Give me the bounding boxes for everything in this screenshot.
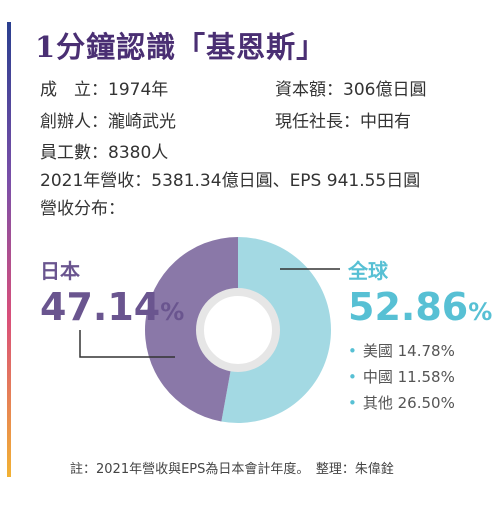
donut-hole (196, 288, 280, 372)
president-value: 中田有 (360, 112, 411, 132)
founded-value: 1974年 (108, 80, 169, 100)
breakdown-other: • 其他 26.50% (348, 392, 455, 413)
global-pct-unit: % (468, 298, 493, 326)
japan-pct-unit: % (160, 298, 185, 326)
breakdown-china: • 中國 11.58% (348, 366, 455, 387)
global-pct-value: 52.86 (348, 285, 469, 329)
japan-label: 日本 (40, 259, 80, 283)
capital-value: 306億日圓 (343, 80, 427, 100)
employees-value: 8380人 (108, 143, 169, 163)
capital-label: 資本額： (275, 80, 343, 100)
president-label: 現任社長： (275, 112, 360, 132)
japan-leader-line (79, 330, 175, 358)
employees-row: 員工數：8380人 (40, 143, 168, 163)
bullet-dot-icon: • (348, 368, 357, 386)
japan-percentage: 47.14% (40, 285, 184, 329)
founded-label: 成 立： (40, 80, 108, 100)
japan-pct-value: 47.14 (40, 285, 161, 329)
president-row: 現任社長：中田有 (275, 112, 411, 132)
employees-label: 員工數： (40, 143, 108, 163)
distribution-label: 營收分布： (40, 199, 125, 219)
breakdown-other-text: 其他 26.50% (362, 394, 455, 412)
page-title: 1分鐘認識「基恩斯」 (35, 30, 327, 64)
bullet-dot-icon: • (348, 394, 357, 412)
breakdown-china-text: 中國 11.58% (362, 368, 455, 386)
founder-value: 瀧崎武光 (108, 112, 176, 132)
global-label: 全球 (348, 259, 388, 283)
breakdown-usa-text: 美國 14.78% (362, 342, 455, 360)
breakdown-usa: • 美國 14.78% (348, 340, 455, 361)
footer-note: 註：2021年營收與EPS為日本會計年度。 整理：朱偉銓 (70, 462, 394, 477)
accent-bar (7, 22, 11, 477)
founded-row: 成 立：1974年 (40, 80, 168, 100)
capital-row: 資本額：306億日圓 (275, 80, 426, 100)
bullet-dot-icon: • (348, 342, 357, 360)
founder-label: 創辦人： (40, 112, 108, 132)
global-percentage: 52.86% (348, 285, 492, 329)
founder-row: 創辦人：瀧崎武光 (40, 112, 176, 132)
revenue-line: 2021年營收：5381.34億日圓、EPS 941.55日圓 (40, 171, 421, 191)
pie-slice-japan (144, 237, 238, 422)
